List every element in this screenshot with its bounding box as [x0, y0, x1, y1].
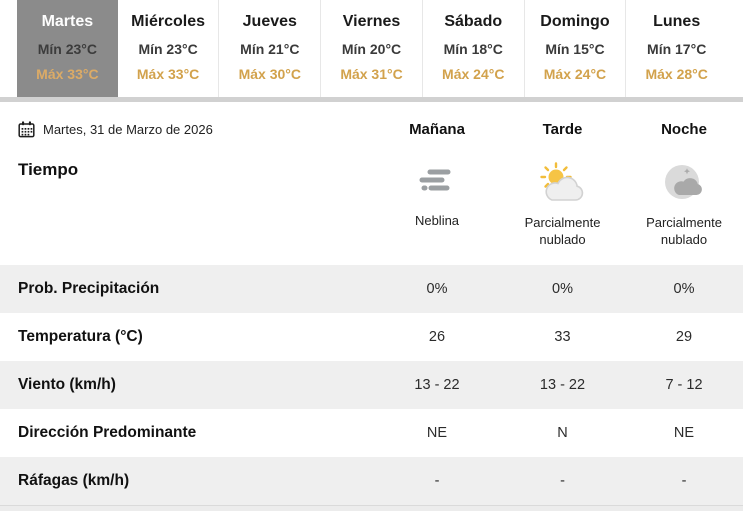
row-label: Ráfagas (km/h): [18, 472, 130, 489]
date-and-periods-row: Martes, 31 de Marzo de 2026 Mañana Tarde…: [0, 112, 743, 146]
calendar-icon: [18, 120, 35, 137]
tab-max-temp: Máx 33°C: [36, 66, 99, 82]
table-row-wind-direction: Dirección Predominante NE N NE: [0, 409, 743, 457]
fog-icon: [419, 169, 451, 191]
tab-day-name: Miércoles: [131, 13, 205, 30]
row-value-noche: 0%: [673, 281, 695, 297]
tab-min-temp: Mín 18°C: [443, 41, 503, 57]
tab-day-miercoles[interactable]: Miércoles Mín 23°C Máx 33°C: [117, 0, 220, 97]
row-value-noche: 7 - 12: [665, 377, 703, 393]
row-value-tarde: 0%: [552, 281, 573, 297]
condition-manana: Neblina: [374, 146, 500, 229]
period-header-tarde: Tarde: [542, 120, 583, 138]
condition-caption: Neblina: [414, 213, 460, 228]
row-value-noche: 29: [675, 329, 693, 345]
row-value-noche: NE: [673, 425, 695, 441]
row-value-tarde: -: [560, 473, 565, 489]
tab-min-temp: Mín 20°C: [341, 41, 402, 57]
row-value-noche: -: [681, 473, 687, 489]
tab-max-temp: Máx 33°C: [136, 66, 200, 82]
tab-min-temp: Mín 15°C: [545, 41, 605, 57]
table-row-temperature: Temperatura (°C) 26 33 29: [0, 313, 743, 361]
section-label-tiempo: Tiempo: [18, 160, 79, 179]
tab-day-name: Jueves: [242, 13, 297, 30]
tab-min-temp: Mín 21°C: [240, 41, 300, 57]
tab-max-temp: Máx 30°C: [238, 66, 301, 82]
row-value-manana: 13 - 22: [414, 377, 460, 393]
table-row-gusts: Ráfagas (km/h) - - -: [0, 457, 743, 505]
tab-max-temp: Máx 24°C: [442, 66, 505, 82]
tab-day-jueves[interactable]: Jueves Mín 21°C Máx 30°C: [219, 0, 322, 97]
tab-day-name: Domingo: [540, 13, 610, 30]
tab-day-viernes[interactable]: Viernes Mín 20°C Máx 31°C: [321, 0, 423, 97]
tab-day-name: Lunes: [653, 13, 701, 30]
tab-min-temp: Mín 23°C: [37, 41, 97, 57]
selected-date: Martes, 31 de Marzo de 2026: [0, 120, 374, 138]
tab-day-lunes[interactable]: Lunes Mín 17°C Máx 28°C: [626, 0, 728, 97]
tab-day-name: Sábado: [444, 13, 503, 30]
tab-day-name: Martes: [41, 13, 94, 30]
day-tab-bar: Martes Mín 23°C Máx 33°C Miércoles Mín 2…: [0, 0, 743, 102]
row-label: Temperatura (°C): [18, 328, 143, 345]
selected-date-label: Martes, 31 de Marzo de 2026: [43, 121, 213, 137]
condition-noche: Parcialmente nublado: [625, 146, 743, 248]
sun-behind-cloud-icon: [539, 162, 583, 201]
tab-day-name: Viernes: [342, 13, 401, 30]
condition-caption: Parcialmente nublado: [524, 215, 601, 247]
row-value-tarde: 33: [554, 329, 571, 345]
tab-max-temp: Máx 24°C: [543, 66, 607, 82]
tab-min-temp: Mín 17°C: [647, 41, 707, 57]
row-value-manana: 0%: [426, 281, 448, 297]
row-label: Dirección Predominante: [18, 424, 197, 441]
tab-max-temp: Máx 28°C: [645, 66, 708, 82]
row-label: Prob. Precipitación: [18, 280, 160, 297]
tab-day-sabado[interactable]: Sábado Mín 18°C Máx 24°C: [422, 0, 525, 97]
tab-min-temp: Mín 23°C: [138, 41, 198, 57]
row-value-manana: -: [434, 473, 440, 489]
table-row-precipitation: Prob. Precipitación 0% 0% 0%: [0, 265, 743, 313]
forecast-detail-table: Prob. Precipitación 0% 0% 0% Temperatura…: [0, 265, 743, 505]
bottom-divider: [0, 505, 743, 511]
table-row-wind: Viento (km/h) 13 - 22 13 - 22 7 - 12: [0, 361, 743, 409]
tab-max-temp: Máx 31°C: [340, 66, 403, 82]
weather-condition-row: Tiempo Neblina: [0, 146, 743, 265]
moon-behind-cloud-icon: [665, 165, 702, 199]
row-value-manana: 26: [428, 329, 446, 345]
period-header-manana: Mañana: [409, 120, 465, 138]
condition-caption: Parcialmente nublado: [646, 215, 722, 247]
tab-day-martes[interactable]: Martes Mín 23°C Máx 33°C: [17, 0, 118, 97]
condition-tarde: Parcialmente nublado: [500, 146, 625, 248]
row-label: Viento (km/h): [18, 376, 116, 393]
tab-day-domingo[interactable]: Domingo Mín 15°C Máx 24°C: [524, 0, 627, 97]
row-value-manana: NE: [426, 425, 448, 441]
period-header-noche: Noche: [661, 120, 707, 138]
row-value-tarde: 13 - 22: [539, 377, 586, 393]
row-value-tarde: N: [557, 425, 568, 441]
